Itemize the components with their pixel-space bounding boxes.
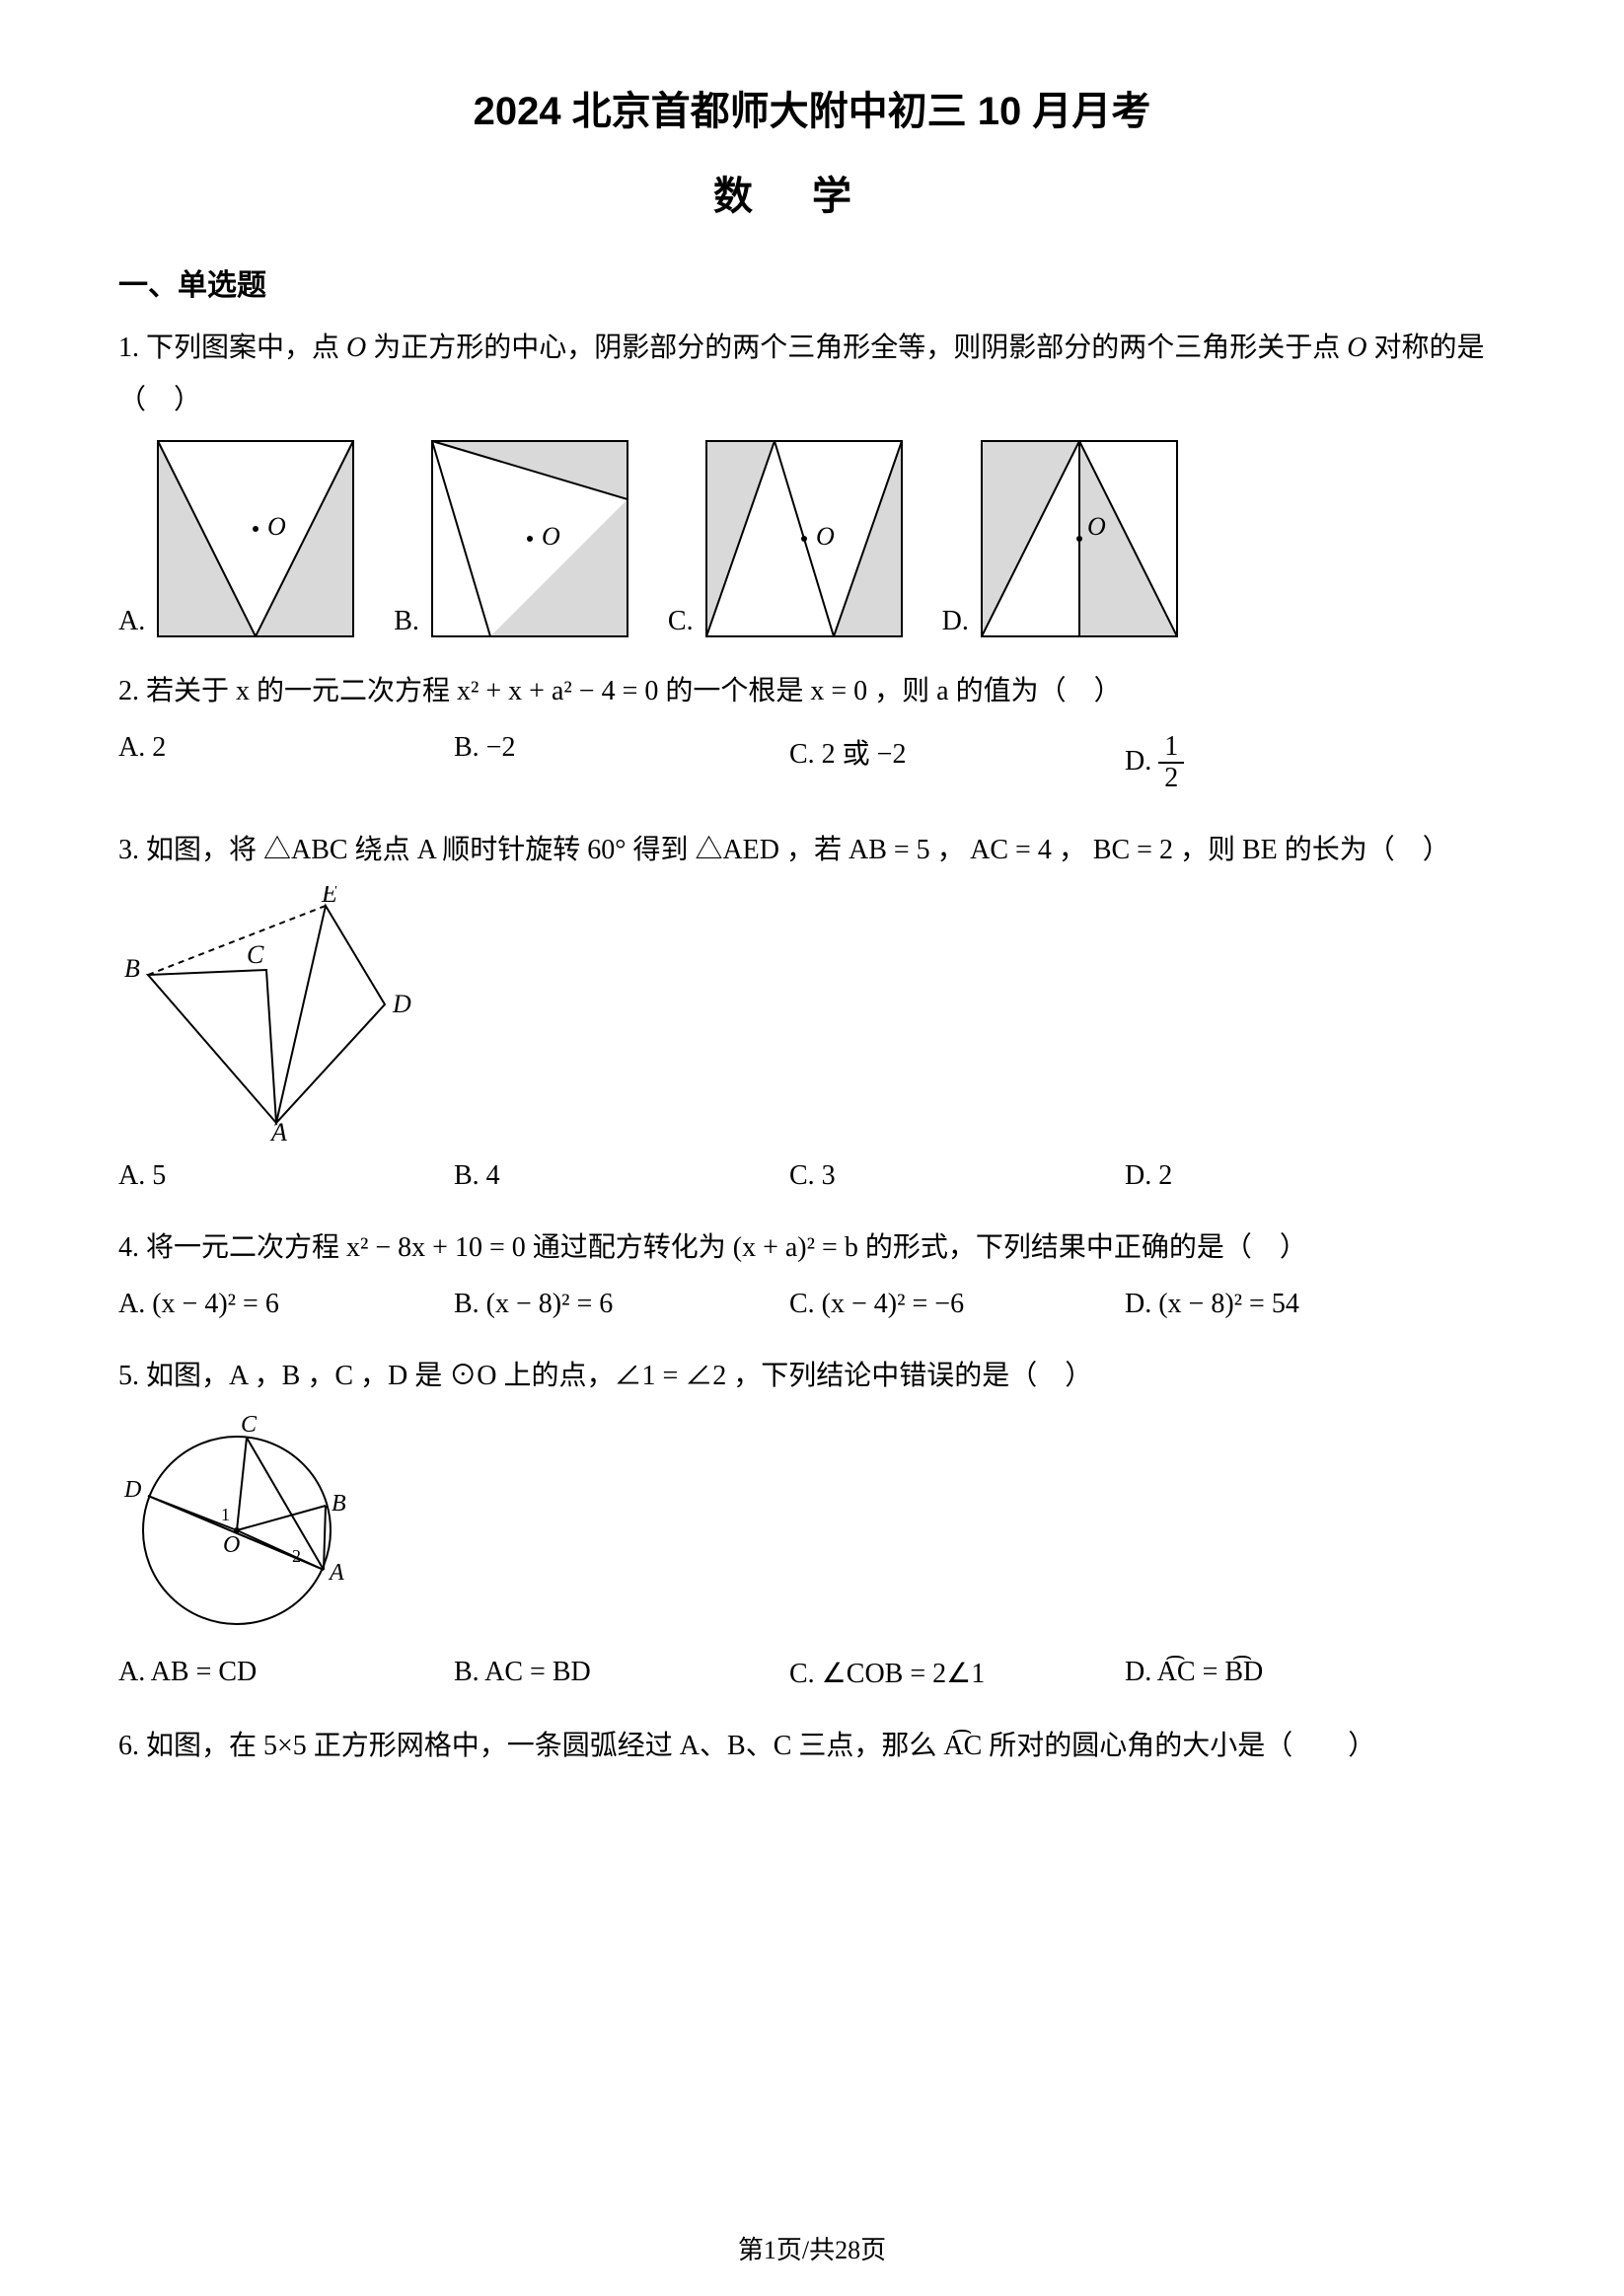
q1-opt-b-label: B. (394, 606, 419, 637)
q3-lbl-D: D (392, 990, 411, 1018)
q5-lbl-C: C (241, 1412, 258, 1438)
fraction-icon: 1 2 (1158, 732, 1184, 795)
q3-lbl-A: A (269, 1118, 287, 1143)
q5-opt-d: D. A͡C = B͡D (1125, 1657, 1381, 1690)
svg-text:O: O (816, 522, 835, 551)
title-main: 2024 北京首都师大附中初三 10 月月考 (118, 79, 1506, 136)
q4-opt-c: C. (x − 4)² = −6 (789, 1289, 1046, 1320)
q1-fig-c: O (705, 440, 903, 637)
q5-lbl-O: O (223, 1532, 240, 1558)
q3-opt-a: A. 5 (118, 1160, 375, 1192)
q5-opt-b: B. AC = BD (454, 1657, 710, 1690)
q1-opt-a: A. O (118, 440, 354, 637)
q1-options: A. O B. (118, 440, 1506, 637)
q2-d-num: 1 (1158, 732, 1184, 765)
svg-text:O: O (267, 512, 286, 541)
q1-fig-d: O (981, 440, 1178, 637)
q3-lbl-E: E (321, 886, 337, 908)
title-sub: 数学 (118, 164, 1506, 221)
svg-text:O: O (542, 522, 560, 551)
q1-text-b: 为正方形的中心，阴影部分的两个三角形全等，则阴影部分的两个三角形关于点 (366, 333, 1347, 363)
q3-opt-d: D. 2 (1125, 1160, 1381, 1192)
q1-opt-d: D. O (942, 440, 1178, 637)
q1-fig-a: O (157, 440, 354, 637)
q5-opt-a: A. AB = CD (118, 1657, 375, 1690)
q3-svg: A B C D E (118, 886, 434, 1143)
q1-stem: 1. 下列图案中，点 O 为正方形的中心，阴影部分的两个三角形全等，则阴影部分的… (118, 322, 1506, 426)
q3-opt-c: C. 3 (789, 1160, 1046, 1192)
q1-o1: O (346, 333, 366, 363)
svg-text:O: O (1087, 512, 1106, 541)
q3-opt-b: B. 4 (454, 1160, 710, 1192)
q2-opt-c: C. 2 或 −2 (789, 732, 1046, 795)
q1-opt-c: C. O (668, 440, 903, 637)
q4-opt-b: B. (x − 8)² = 6 (454, 1289, 710, 1320)
q4-opt-d: D. (x − 8)² = 54 (1125, 1289, 1381, 1320)
q5-lbl-B: B (332, 1491, 346, 1517)
q1-fig-b: O (431, 440, 628, 637)
q2-options: A. 2 B. −2 C. 2 或 −2 D. 1 2 (118, 732, 1506, 795)
q3-lbl-B: B (124, 954, 140, 983)
q1-o2: O (1347, 333, 1366, 363)
q1-opt-a-label: A. (118, 606, 145, 637)
q3-lbl-C: C (247, 940, 264, 969)
q6-stem: 6. 如图，在 5×5 正方形网格中，一条圆弧经过 A、B、C 三点，那么 A͡… (118, 1720, 1506, 1772)
q2-opt-a: A. 2 (118, 732, 375, 795)
q5-figure: A B C D O 1 2 (118, 1412, 1506, 1639)
q3-options: A. 5 B. 4 C. 3 D. 2 (118, 1160, 1506, 1192)
q5-lbl-D: D (123, 1477, 141, 1503)
q4-options: A. (x − 4)² = 6 B. (x − 8)² = 6 C. (x − … (118, 1289, 1506, 1320)
section-heading-1: 一、单选题 (118, 260, 1506, 304)
q2-stem: 2. 若关于 x 的一元二次方程 x² + x + a² − 4 = 0 的一个… (118, 665, 1506, 717)
q5-lbl-A: A (328, 1560, 344, 1586)
q1-text-a: 1. 下列图案中，点 (118, 333, 346, 363)
q5-options: A. AB = CD B. AC = BD C. ∠COB = 2∠1 D. A… (118, 1657, 1506, 1690)
q3-figure: A B C D E (118, 886, 1506, 1143)
q2-opt-d: D. 1 2 (1125, 732, 1381, 795)
q2-opt-b: B. −2 (454, 732, 710, 795)
q2-opt-d-prefix: D. (1125, 746, 1158, 777)
q4-stem: 4. 将一元二次方程 x² − 8x + 10 = 0 通过配方转化为 (x +… (118, 1222, 1506, 1274)
page-number: 第1页/共28页 (0, 2230, 1624, 2266)
q4-opt-a: A. (x − 4)² = 6 (118, 1289, 375, 1320)
q3-stem: 3. 如图，将 △ABC 绕点 A 顺时针旋转 60° 得到 △AED ，若 A… (118, 824, 1506, 876)
q2-d-den: 2 (1158, 764, 1184, 794)
q1-opt-d-label: D. (942, 606, 969, 637)
q5-ang1: 1 (221, 1505, 230, 1524)
q5-stem: 5. 如图，A ，B ，C ，D 是 ⊙O 上的点，∠1 = ∠2 ，下列结论中… (118, 1350, 1506, 1402)
q5-opt-c: C. ∠COB = 2∠1 (789, 1657, 1046, 1690)
q1-opt-b: B. O (394, 440, 628, 637)
q1-opt-c-label: C. (668, 606, 694, 637)
q5-svg: A B C D O 1 2 (118, 1412, 375, 1639)
q5-ang2: 2 (292, 1546, 301, 1566)
exam-page: 2024 北京首都师大附中初三 10 月月考 数学 一、单选题 1. 下列图案中… (0, 0, 1624, 2296)
